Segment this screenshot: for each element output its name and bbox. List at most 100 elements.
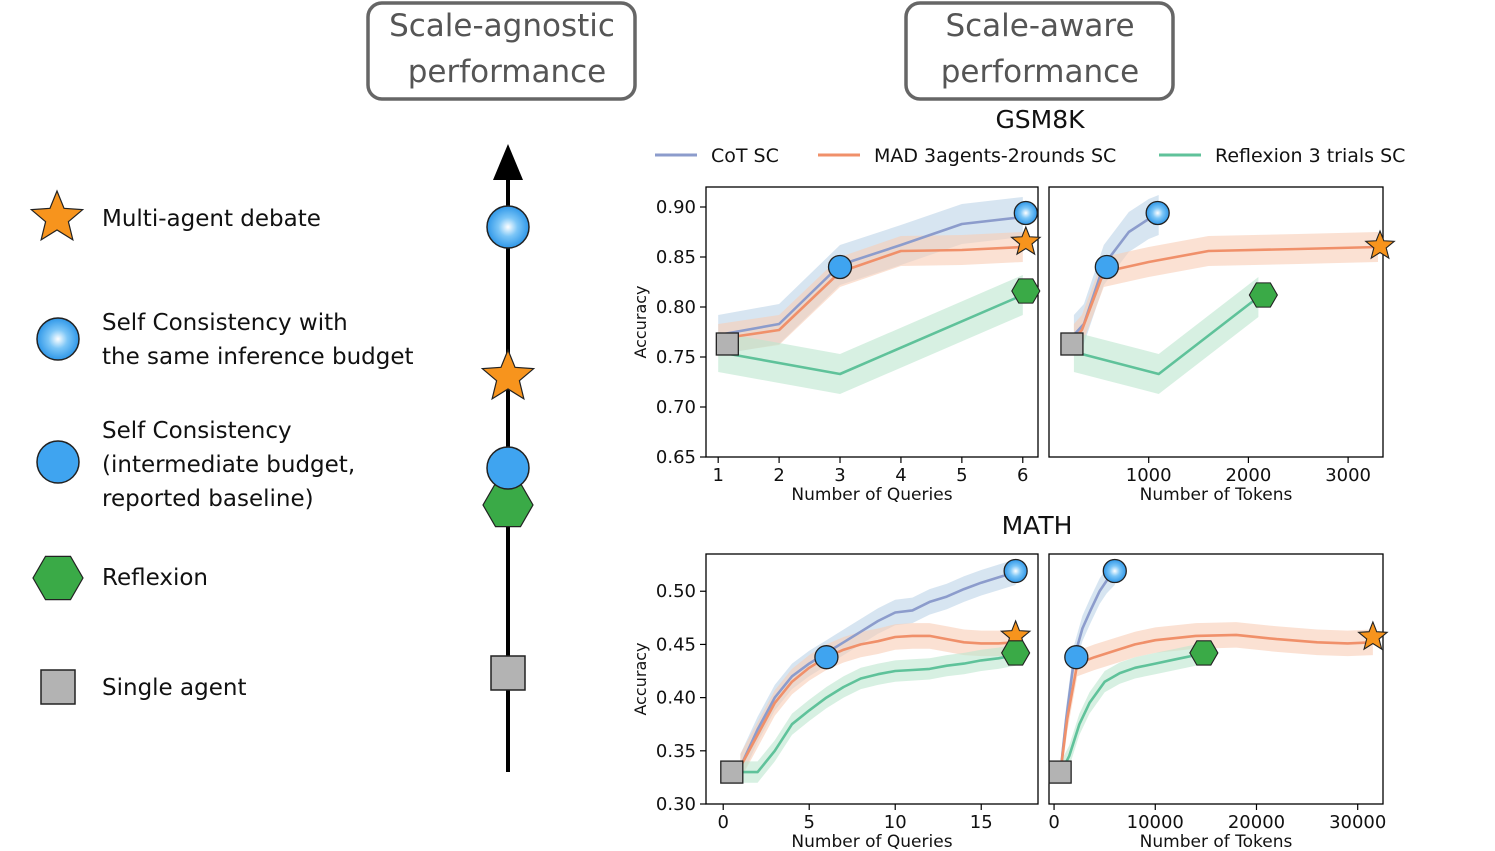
legend-label-cot-sc: CoT SC <box>711 145 779 167</box>
chart-title-math: MATH <box>1002 511 1073 540</box>
x-axis-label: Number of Queries <box>791 485 952 505</box>
ranking-axis <box>480 144 536 772</box>
y-tick-label: 0.70 <box>656 397 696 418</box>
legend-label-line: Self Consistency <box>102 418 292 444</box>
y-tick-label: 0.75 <box>656 347 696 368</box>
y-tick-label: 0.85 <box>656 247 696 268</box>
line-reflexion-3-trials-sc <box>1059 651 1207 773</box>
x-tick-label: 1000 <box>1126 465 1172 486</box>
line-reflexion-3-trials-sc <box>740 653 1016 774</box>
marker-single-agent <box>1060 332 1084 356</box>
band-mad-3agents-2rounds-sc <box>1061 622 1373 780</box>
plot-frame <box>705 553 1039 805</box>
y-tick-label: 0.35 <box>656 741 696 762</box>
x-tick-label: 4 <box>895 465 906 486</box>
band-cot-sc <box>1073 195 1159 355</box>
rank-marker-single-agent <box>490 655 526 691</box>
line-mad-3agents-2rounds-sc <box>739 634 1016 768</box>
line-cot-sc <box>1059 571 1116 767</box>
x-tick-label: 30000 <box>1329 812 1386 833</box>
x-tick-label: 15 <box>970 812 993 833</box>
legend-label-mad: MAD 3agents-2rounds SC <box>874 145 1116 167</box>
plot-frame <box>1048 186 1384 458</box>
y-axis-label: Accuracy <box>631 285 650 358</box>
marker-self-consistency <box>827 254 853 280</box>
header-scale-aware: Scale-aware performance <box>904 1 1175 101</box>
marker-single-agent <box>1048 760 1072 784</box>
x-tick-label: 5 <box>803 812 814 833</box>
marker-single-agent <box>715 332 739 356</box>
legend-item-reflexion: Reflexion <box>32 555 208 601</box>
rank-marker-reflexion <box>482 482 534 528</box>
marker-multi-agent-debate <box>1357 620 1389 651</box>
y-tick-label: 0.30 <box>656 794 696 815</box>
circle-icon <box>36 440 80 484</box>
y-tick-label: 0.65 <box>656 447 696 468</box>
marker-self-consistency <box>814 645 839 670</box>
marker-legend: Multi-agent debate Self Consistency with… <box>29 189 414 705</box>
plot-frame <box>1048 553 1384 805</box>
chart-title-gsm8k: GSM8K <box>995 105 1085 134</box>
y-tick-label: 0.40 <box>656 688 696 709</box>
line-mad-3agents-2rounds-sc <box>718 245 1023 341</box>
legend-label-line: Self Consistency with <box>102 310 348 336</box>
header-aware-line1: Scale-aware <box>945 8 1134 44</box>
x-tick-label: 5 <box>956 465 967 486</box>
band-reflexion-3-trials-sc <box>718 275 1023 394</box>
marker-reflexion <box>1001 640 1031 666</box>
x-tick-label: 6 <box>1017 465 1028 486</box>
shiny-circle-icon <box>36 317 80 361</box>
arrow-up-icon <box>493 144 523 180</box>
y-axis-label: Accuracy <box>631 642 650 715</box>
header-agnostic-line2: performance <box>408 54 607 90</box>
header-box-agnostic <box>366 1 637 101</box>
legend-item-single-agent: Single agent <box>40 669 246 705</box>
marker-self-consistency-same-budget <box>1102 558 1127 584</box>
header-agnostic-line1: Scale-agnostic <box>389 8 615 44</box>
header-box-aware <box>904 1 1175 101</box>
marker-multi-agent-debate <box>1364 229 1396 260</box>
legend-item-sc-same-budget: Self Consistency with the same inference… <box>36 310 414 370</box>
header-scale-agnostic: Scale-agnostic performance <box>366 1 637 101</box>
x-tick-label: 10 <box>884 812 907 833</box>
marker-reflexion <box>1011 278 1041 304</box>
legend-label-reflexion: Reflexion 3 trials SC <box>1215 145 1405 167</box>
subplot-math-queries: 0 5 10 15 0.30 0.35 0.40 0.45 0.50 Number of Quer… <box>631 553 1039 851</box>
line-mad-3agents-2rounds-sc <box>1072 245 1379 340</box>
y-tick-label: 0.45 <box>656 634 696 655</box>
rank-marker-multi-agent-debate <box>480 348 536 401</box>
star-icon <box>29 189 85 242</box>
marker-self-consistency-same-budget <box>1145 200 1170 226</box>
line-reflexion-3-trials-sc <box>717 293 1024 376</box>
marker-multi-agent-debate <box>1010 225 1042 256</box>
x-tick-label: 0 <box>717 812 728 833</box>
y-tick-label: 0.50 <box>656 581 696 602</box>
x-tick-label: 3 <box>834 465 845 486</box>
x-axis-label: Number of Tokens <box>1140 832 1293 851</box>
band-reflexion-3-trials-sc <box>740 644 1016 783</box>
subplot-gsm8k-queries: 1 2 3 4 5 6 0.65 0.70 0.75 0.80 0.85 0.90 Number of … <box>631 186 1042 505</box>
y-tick-label: 0.90 <box>656 197 696 218</box>
x-tick-label: 2000 <box>1225 465 1271 486</box>
line-cot-sc <box>739 570 1016 768</box>
legend-item-multi-agent-debate: Multi-agent debate <box>29 189 321 242</box>
marker-self-consistency <box>1094 254 1119 280</box>
y-tick-label: 0.80 <box>656 297 696 318</box>
x-tick-label: 0 <box>1048 812 1059 833</box>
hexagon-icon <box>32 555 84 601</box>
marker-self-consistency <box>1064 645 1089 670</box>
square-icon <box>40 669 76 705</box>
subplot-gsm8k-tokens: 1000 2000 3000 Number of Tokens <box>1048 186 1396 505</box>
legend-item-sc-intermediate: Self Consistency (intermediate budget, r… <box>36 418 355 512</box>
legend-label-line: reported baseline) <box>102 486 314 512</box>
legend-label-line: (intermediate budget, <box>102 452 355 478</box>
subplot-math-tokens: 0 10000 20000 30000 Number of Tokens <box>1048 553 1389 851</box>
plot-frame <box>705 186 1039 458</box>
x-tick-label: 2 <box>773 465 784 486</box>
series-legend: CoT SC MAD 3agents-2rounds SC Reflexion … <box>655 145 1405 167</box>
line-reflexion-3-trials-sc <box>1073 295 1260 376</box>
band-mad-3agents-2rounds-sc <box>718 232 1023 354</box>
rank-marker-sc-intermediate <box>486 446 530 490</box>
legend-label-line: Multi-agent debate <box>102 206 321 232</box>
